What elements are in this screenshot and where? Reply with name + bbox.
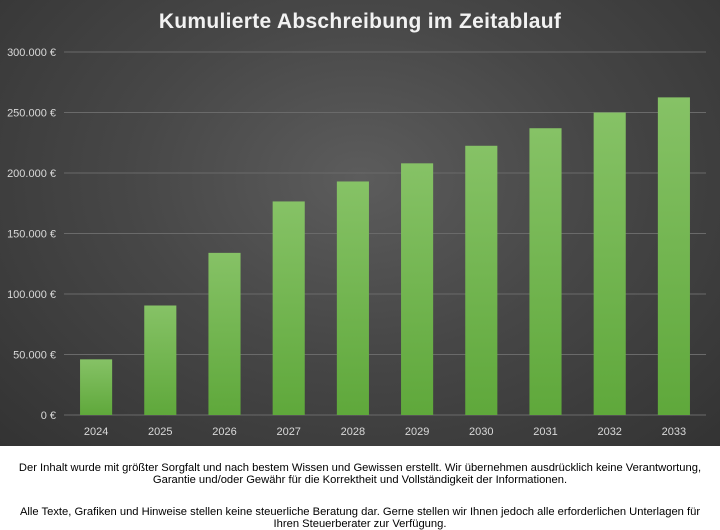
y-axis-ticks: 0 € 50.000 € 100.000 € 150.000 € 200.000 € 25…: [7, 47, 56, 422]
x-tick-label: 2030: [469, 426, 493, 438]
x-tick-label: 2031: [533, 426, 557, 438]
y-tick-label: 200.000 €: [7, 168, 56, 180]
bar-2031: [529, 128, 562, 416]
disclaimer-liability-text: Der Inhalt wurde mit größter Sorgfalt un…: [18, 462, 702, 486]
x-tick-label: 2025: [148, 426, 172, 438]
bar-2027: [272, 201, 305, 415]
y-tick-label: 0 €: [41, 410, 56, 422]
bar-2025: [144, 305, 177, 415]
y-tick-label: 250.000 €: [7, 108, 56, 120]
bar-chart: 0 € 50.000 € 100.000 € 150.000 € 200.000 € 25…: [7, 47, 706, 438]
x-tick-label: 2033: [662, 426, 686, 438]
bar-2026: [208, 252, 241, 415]
disclaimer: Der Inhalt wurde mit größter Sorgfalt un…: [0, 446, 720, 530]
bar-2024: [80, 359, 113, 415]
disclaimer-tax-advice-text: Alle Texte, Grafiken und Hinweise stelle…: [19, 506, 701, 530]
chart-panel: Kumulierte Abschreibung im Zeitablauf 0 …: [0, 0, 720, 446]
y-tick-label: 300.000 €: [7, 47, 56, 59]
bar-2033: [657, 97, 690, 415]
x-tick-label: 2029: [405, 426, 429, 438]
bar-2029: [401, 163, 434, 415]
y-tick-label: 100.000 €: [7, 289, 56, 301]
x-tick-label: 2027: [276, 426, 300, 438]
bar-2028: [336, 181, 369, 415]
y-tick-label: 150.000 €: [7, 229, 56, 241]
x-tick-label: 2028: [341, 426, 365, 438]
x-axis-ticks: 2024 2025 2026 2027 2028 2029 2030 2031 2032 2033: [84, 426, 686, 438]
x-tick-label: 2024: [84, 426, 108, 438]
x-tick-label: 2032: [597, 426, 621, 438]
y-tick-label: 50.000 €: [13, 350, 56, 362]
bar-2030: [465, 145, 498, 415]
bars: [80, 97, 690, 416]
chart-title: Kumulierte Abschreibung im Zeitablauf: [158, 10, 562, 33]
x-tick-label: 2026: [212, 426, 236, 438]
bar-2032: [593, 112, 626, 415]
